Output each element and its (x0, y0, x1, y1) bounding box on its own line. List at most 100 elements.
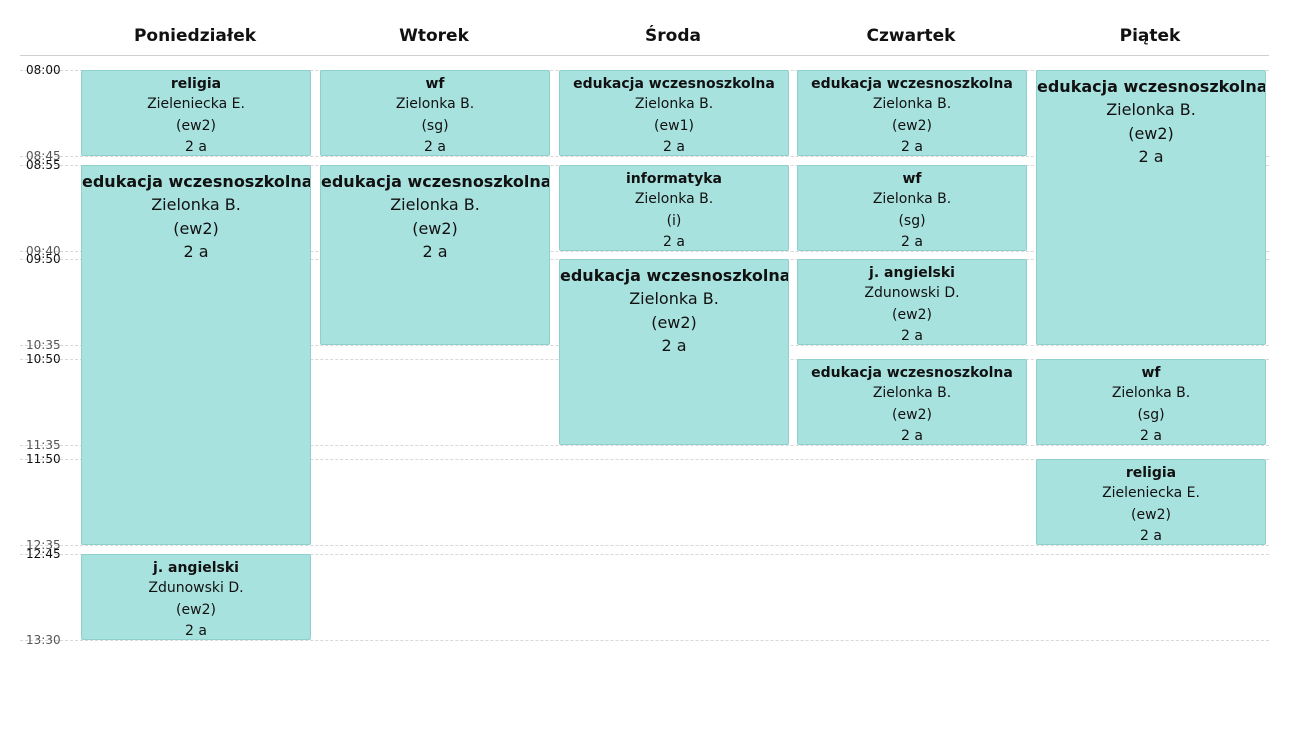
lesson-subject: edukacja wczesnoszkolna (321, 172, 550, 191)
lesson-teacher: Zielonka B. (1106, 100, 1196, 119)
lesson-class: 2 a (185, 623, 207, 639)
grid-line (20, 554, 1269, 555)
lesson-class: 2 a (424, 139, 446, 155)
lesson-card[interactable]: wf Zielonka B. (sg) 2 a (797, 165, 1027, 251)
lesson-class: 2 a (901, 328, 923, 344)
lesson-card[interactable]: edukacja wczesnoszkolna Zielonka B. (ew2) 2… (320, 165, 550, 345)
lesson-teacher: Zielonka B. (872, 191, 952, 207)
lesson-room: (ew2) (892, 406, 932, 423)
day-header-tuesday: Wtorek (399, 26, 469, 46)
lesson-class: 2 a (661, 336, 687, 355)
lesson-class: 2 a (663, 139, 685, 155)
lesson-class: 2 a (1138, 147, 1164, 166)
lesson-subject: edukacja wczesnoszkolna (573, 76, 775, 92)
grid-line (20, 640, 1269, 641)
lesson-card[interactable]: edukacja wczesnoszkolna Zielonka B. (ew2) 2… (797, 70, 1027, 156)
lesson-teacher: Zielonka B. (634, 191, 714, 207)
lesson-room: (ew2) (173, 218, 219, 238)
slot-start-time: 08:00 (26, 63, 61, 77)
slot-start-time: 12:45 (26, 547, 61, 561)
slot-end-time: 11:35 (26, 438, 61, 452)
lesson-class: 2 a (901, 428, 923, 444)
lesson-card[interactable]: edukacja wczesnoszkolna Zielonka B. (ew2) 2… (797, 359, 1027, 445)
slot-end-time: 09:40 (26, 244, 61, 258)
slot-end-time: 08:45 (26, 149, 61, 163)
lesson-class: 2 a (1140, 528, 1162, 544)
lesson-subject: j. angielski (153, 560, 239, 576)
lesson-subject: j. angielski (869, 265, 955, 281)
lesson-class: 2 a (1140, 428, 1162, 444)
slot-start-time: 09:50 (26, 252, 61, 266)
lesson-card[interactable]: wf Zielonka B. (sg) 2 a (1036, 359, 1266, 445)
day-header-thursday: Czwartek (866, 26, 956, 46)
day-header-wednesday: Środa (645, 26, 701, 46)
lesson-teacher: Zielonka B. (634, 96, 714, 112)
lesson-room: (ew2) (651, 312, 697, 332)
lesson-room: (ew2) (1131, 506, 1171, 523)
lesson-class: 2 a (663, 234, 685, 250)
slot-end-time: 10:35 (26, 338, 61, 352)
lesson-teacher: Zielonka B. (151, 195, 241, 214)
lesson-room: (ew1) (654, 117, 694, 134)
lesson-subject: religia (1125, 465, 1177, 481)
grid-line (20, 445, 1269, 446)
lesson-teacher: Zielonka B. (390, 195, 480, 214)
lesson-subject: informatyka (626, 171, 722, 187)
slot-start-time: 08:55 (26, 158, 61, 172)
lesson-card[interactable]: edukacja wczesnoszkolna Zielonka B. (ew1) 2… (559, 70, 789, 156)
lesson-subject: wf (902, 171, 922, 187)
lesson-card[interactable]: edukacja wczesnoszkolna Zielonka B. (ew2) 2… (559, 259, 789, 445)
lesson-card[interactable]: edukacja wczesnoszkolna Zielonka B. (ew2) 2… (81, 165, 311, 545)
lesson-teacher: Zielonka B. (872, 96, 952, 112)
lesson-teacher: Zdunowski D. (864, 285, 960, 301)
lesson-room: (sg) (421, 117, 449, 134)
lesson-room: (ew2) (892, 306, 932, 323)
slot-end-time: 13:30 (26, 633, 61, 647)
lesson-class: 2 a (901, 139, 923, 155)
grid-line (20, 251, 1269, 252)
lesson-room: (ew2) (1128, 123, 1174, 143)
header-divider (20, 55, 1269, 56)
lesson-card[interactable]: informatyka Zielonka B. (i) 2 a (559, 165, 789, 251)
lesson-card[interactable]: religia Zieleniecka E. (ew2) 2 a (1036, 459, 1266, 545)
slot-end-time: 12:35 (26, 538, 61, 552)
day-header-monday: Poniedziałek (133, 26, 257, 46)
slot-start-time: 10:50 (26, 352, 61, 366)
lesson-teacher: Zieleniecka E. (1102, 485, 1200, 501)
lesson-subject: wf (425, 76, 445, 92)
slot-start-time: 11:50 (26, 452, 61, 466)
grid-line (20, 459, 1269, 460)
lesson-subject: edukacja wczesnoszkolna (1037, 77, 1266, 96)
lesson-card[interactable]: j. angielski Zdunowski D. (ew2) 2 a (797, 259, 1027, 345)
lesson-class: 2 a (183, 242, 209, 261)
lesson-card[interactable]: wf Zielonka B. (sg) 2 a (320, 70, 550, 156)
lesson-teacher: Zdunowski D. (148, 580, 244, 596)
lesson-room: (ew2) (176, 601, 216, 618)
lesson-room: (ew2) (176, 117, 216, 134)
lesson-room: (ew2) (892, 117, 932, 134)
lesson-card[interactable]: j. angielski Zdunowski D. (ew2) 2 a (81, 554, 311, 640)
lesson-card[interactable]: religia Zieleniecka E. (ew2) 2 a (81, 70, 311, 156)
lesson-class: 2 a (901, 234, 923, 250)
lesson-card[interactable]: edukacja wczesnoszkolna Zielonka B. (ew2) 2… (1036, 70, 1266, 345)
lesson-subject: edukacja wczesnoszkolna (811, 76, 1013, 92)
lesson-room: (ew2) (412, 218, 458, 238)
lesson-subject: edukacja wczesnoszkolna (560, 266, 789, 285)
lesson-teacher: Zielonka B. (395, 96, 475, 112)
lesson-class: 2 a (422, 242, 448, 261)
lesson-room: (i) (666, 212, 682, 229)
lesson-subject: wf (1141, 365, 1161, 381)
lesson-subject: edukacja wczesnoszkolna (811, 365, 1013, 381)
grid-line (20, 545, 1269, 546)
lesson-class: 2 a (185, 139, 207, 155)
lesson-teacher: Zieleniecka E. (147, 96, 245, 112)
lesson-subject: religia (170, 76, 222, 92)
lesson-room: (sg) (1137, 406, 1165, 423)
lesson-subject: edukacja wczesnoszkolna (82, 172, 311, 191)
grid-line (20, 156, 1269, 157)
lesson-room: (sg) (898, 212, 926, 229)
day-header-friday: Piątek (1119, 26, 1181, 46)
lesson-teacher: Zielonka B. (872, 385, 952, 401)
lesson-teacher: Zielonka B. (1111, 385, 1191, 401)
